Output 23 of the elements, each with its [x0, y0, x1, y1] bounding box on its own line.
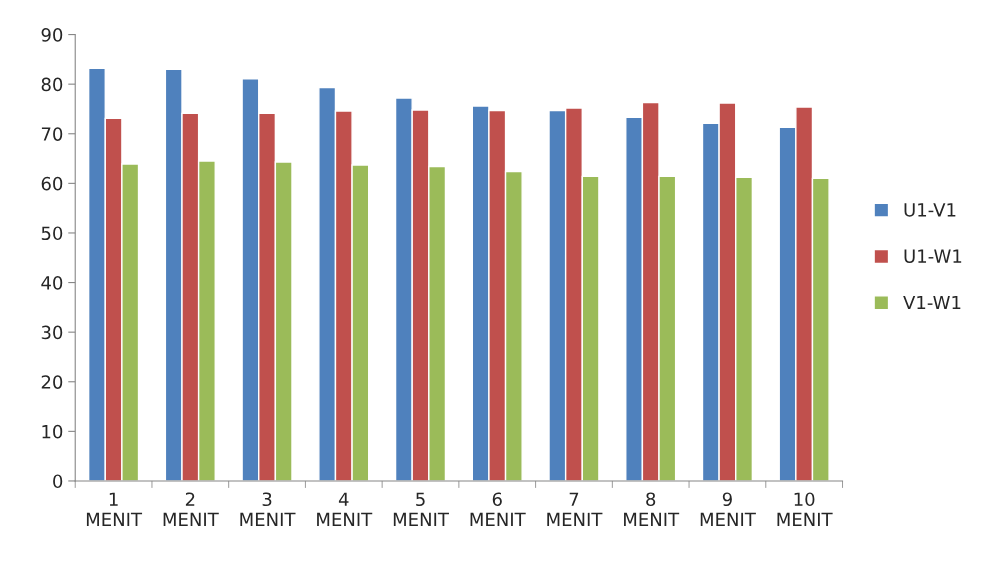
y-tick-label: 50	[41, 226, 63, 241]
legend-label: U1-V1	[904, 203, 956, 217]
y-tick-label: 90	[41, 28, 63, 42]
legend-label: U1-W1	[904, 249, 962, 263]
x-tick-label: 1 MENIT	[86, 492, 143, 527]
x-tick-label: 6 MENIT	[470, 492, 526, 527]
y-tick-label: 70	[41, 127, 63, 141]
y-tick-label: 40	[41, 276, 63, 290]
x-tick-label: 4 MENIT	[317, 492, 373, 527]
y-tick-label: 30	[41, 325, 63, 340]
y-tick-label: 80	[41, 77, 63, 92]
x-tick-label: 5 MENIT	[393, 492, 449, 527]
x-tick-label: 3 MENIT	[240, 492, 296, 527]
y-tick-label: 10	[42, 424, 63, 439]
y-tick-label: 0	[53, 474, 63, 489]
legend-label: V1-W1	[903, 295, 961, 310]
x-tick-label: 10 MENIT	[777, 492, 833, 527]
x-tick-label: 8 MENIT	[624, 492, 680, 527]
x-tick-label: 9 MENIT	[700, 492, 756, 527]
y-tick-label: 60	[41, 176, 63, 191]
x-tick-label: 7 MENIT	[547, 492, 603, 527]
y-tick-label: 20	[41, 375, 63, 389]
x-tick-label: 2 MENIT	[163, 492, 219, 527]
